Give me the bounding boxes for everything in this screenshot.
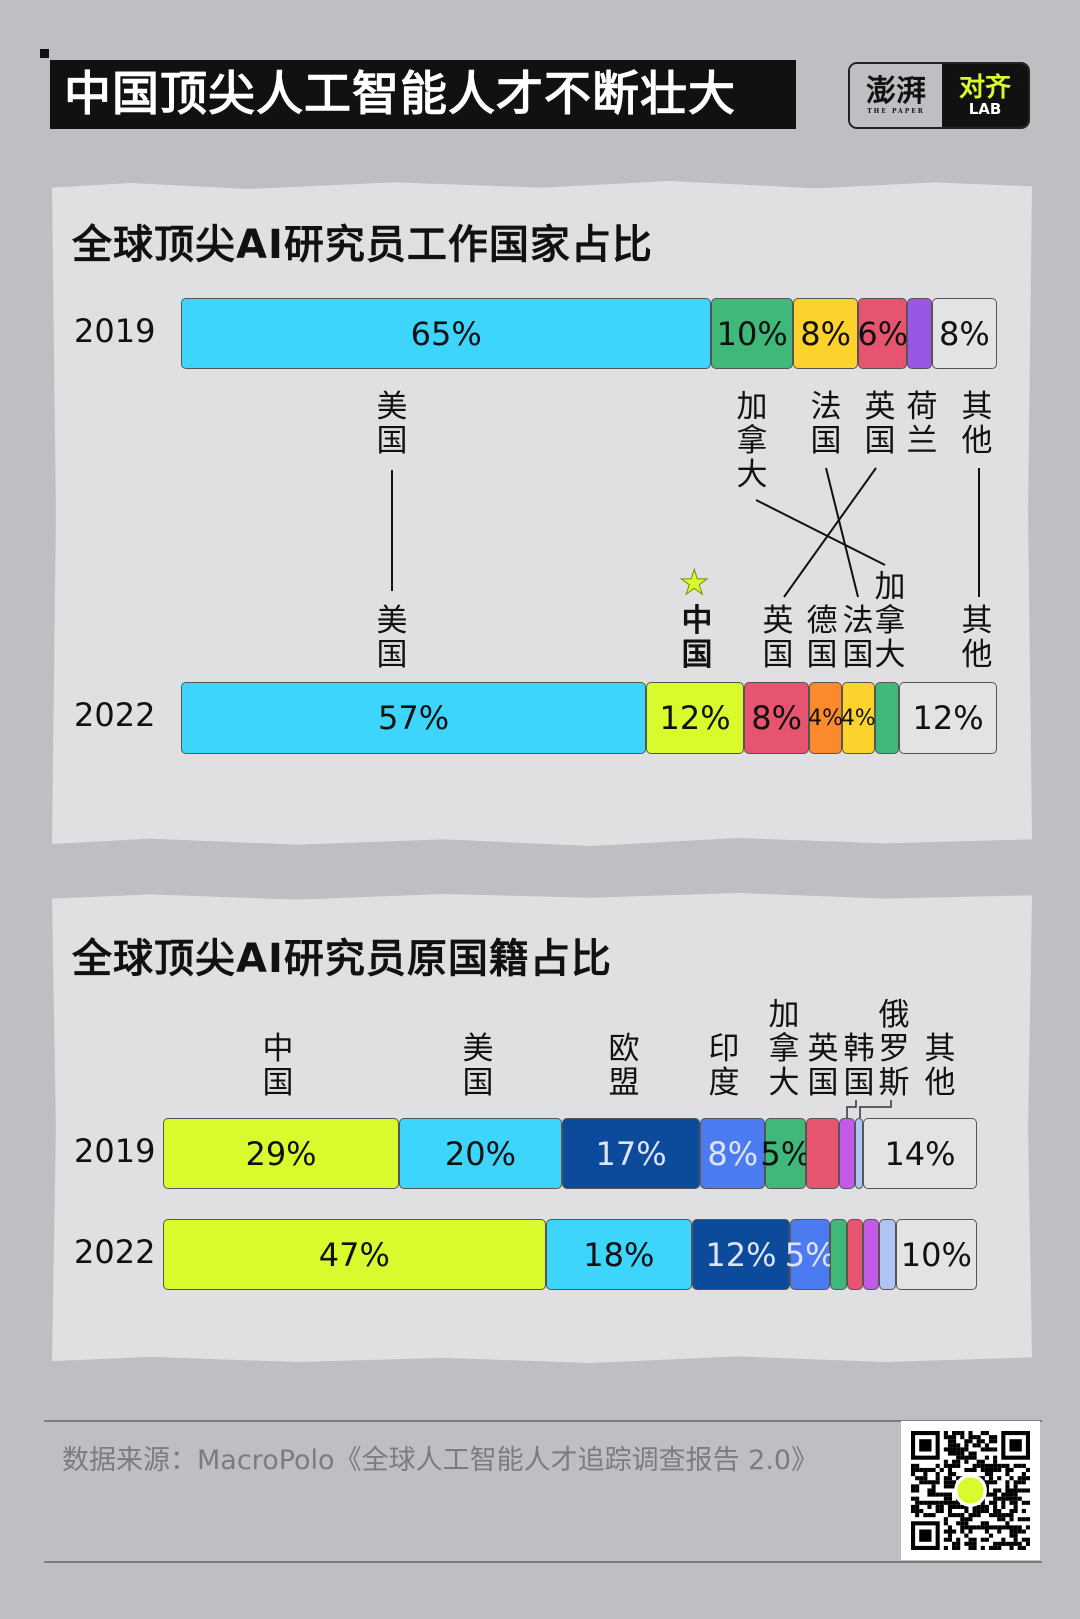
logo-right-sub: LAB bbox=[968, 99, 1002, 118]
bar-segment-加拿大: 10% bbox=[711, 298, 793, 369]
bar-segment-其他: 14% bbox=[863, 1118, 977, 1189]
bar-segment-印度: 5% bbox=[785, 1219, 836, 1290]
category-label-荷兰: 荷兰 bbox=[906, 389, 938, 459]
bar-segment-英国 bbox=[806, 1118, 839, 1189]
bar-segment-中国: 47% bbox=[163, 1219, 546, 1290]
bar-segment-德国: 4% bbox=[808, 682, 843, 754]
category-label-欧盟: 欧盟 bbox=[608, 1031, 640, 1101]
bar-segment-印度: 8% bbox=[700, 1118, 766, 1189]
chart1-title: 全球顶尖AI研究员工作国家占比 bbox=[72, 222, 653, 268]
category-label-中国: 中国 bbox=[681, 603, 713, 673]
bar-segment-美国: 65% bbox=[181, 298, 712, 369]
category-label-英国: 英国 bbox=[807, 1031, 839, 1101]
year-label: 2019 bbox=[74, 312, 156, 350]
bar-segment-美国: 18% bbox=[545, 1219, 693, 1290]
category-label-加拿大: 加拿大 bbox=[768, 997, 800, 1101]
bar-segment-韩国 bbox=[838, 1118, 855, 1189]
category-label-其他: 其他 bbox=[924, 1031, 956, 1101]
bar-segment-加拿大 bbox=[874, 682, 900, 754]
category-label-法国: 法国 bbox=[842, 603, 874, 673]
bar-segment-法国: 4% bbox=[841, 682, 876, 754]
bar-segment-欧盟: 12% bbox=[692, 1219, 790, 1290]
category-label-英国: 英国 bbox=[864, 389, 896, 459]
title-marker bbox=[40, 49, 49, 58]
bar-segment-其他: 12% bbox=[899, 682, 997, 754]
logo-the-paper: 澎湃 THE PAPER bbox=[850, 64, 942, 127]
chart2-title: 全球顶尖AI研究员原国籍占比 bbox=[72, 936, 612, 982]
year-label: 2022 bbox=[74, 696, 156, 734]
category-label-中国: 中国 bbox=[262, 1031, 294, 1101]
bar-segment-英国 bbox=[846, 1219, 864, 1290]
category-label-德国: 德国 bbox=[806, 603, 838, 673]
page-title: 中国顶尖人工智能人才不断壮大 bbox=[50, 60, 796, 129]
category-label-俄罗斯: 俄罗斯 bbox=[878, 997, 910, 1101]
bar-segment-英国: 8% bbox=[744, 682, 810, 754]
category-label-法国: 法国 bbox=[810, 389, 842, 459]
bar-segment-俄罗斯 bbox=[854, 1118, 864, 1189]
bar-segment-英国: 6% bbox=[857, 298, 908, 369]
year-label: 2022 bbox=[74, 1233, 156, 1271]
bar-segment-韩国 bbox=[863, 1219, 880, 1290]
category-label-美国: 美国 bbox=[376, 603, 408, 673]
category-label-加拿大: 加拿大 bbox=[874, 569, 906, 673]
data-source: 数据来源：MacroPolo《全球人工智能人才追踪调查报告 2.0》 bbox=[62, 1445, 819, 1476]
bar-segment-中国: 12% bbox=[646, 682, 745, 754]
star-icon: ★ bbox=[678, 563, 710, 603]
year-label: 2019 bbox=[74, 1132, 156, 1170]
category-label-其他: 其他 bbox=[961, 389, 993, 459]
logo-left-text: 澎湃 bbox=[866, 73, 926, 109]
category-label-美国: 美国 bbox=[462, 1031, 494, 1101]
logo-right-text: 对齐 bbox=[958, 72, 1011, 103]
bar-segment-欧盟: 17% bbox=[561, 1118, 701, 1189]
category-label-美国: 美国 bbox=[376, 389, 408, 459]
qr-code[interactable] bbox=[901, 1421, 1040, 1560]
bar-segment-美国: 20% bbox=[399, 1118, 562, 1189]
bar-segment-俄罗斯 bbox=[879, 1219, 896, 1290]
category-label-其他: 其他 bbox=[961, 603, 993, 673]
brand-logo: 澎湃 THE PAPER 对齐 LAB bbox=[848, 62, 1030, 129]
category-label-印度: 印度 bbox=[708, 1031, 740, 1101]
qr-logo-icon bbox=[954, 1474, 987, 1507]
bar-segment-美国: 57% bbox=[181, 682, 647, 754]
bar-segment-荷兰 bbox=[907, 298, 932, 369]
bar-segment-加拿大: 5% bbox=[760, 1118, 811, 1189]
bar-segment-法国: 8% bbox=[793, 298, 859, 369]
category-label-加拿大: 加拿大 bbox=[736, 389, 768, 493]
bar-segment-其他: 10% bbox=[895, 1219, 977, 1290]
bar-segment-其他: 8% bbox=[931, 298, 997, 369]
logo-left-sub: THE PAPER bbox=[867, 107, 925, 115]
bar-segment-加拿大 bbox=[830, 1219, 847, 1290]
logo-lab: 对齐 LAB bbox=[942, 64, 1028, 127]
divider-bottom bbox=[44, 1561, 1042, 1563]
category-label-英国: 英国 bbox=[762, 603, 794, 673]
qr-code-image bbox=[911, 1431, 1030, 1550]
divider-top bbox=[44, 1420, 1042, 1422]
bar-segment-中国: 29% bbox=[163, 1118, 400, 1189]
category-label-韩国: 韩国 bbox=[843, 1031, 875, 1101]
